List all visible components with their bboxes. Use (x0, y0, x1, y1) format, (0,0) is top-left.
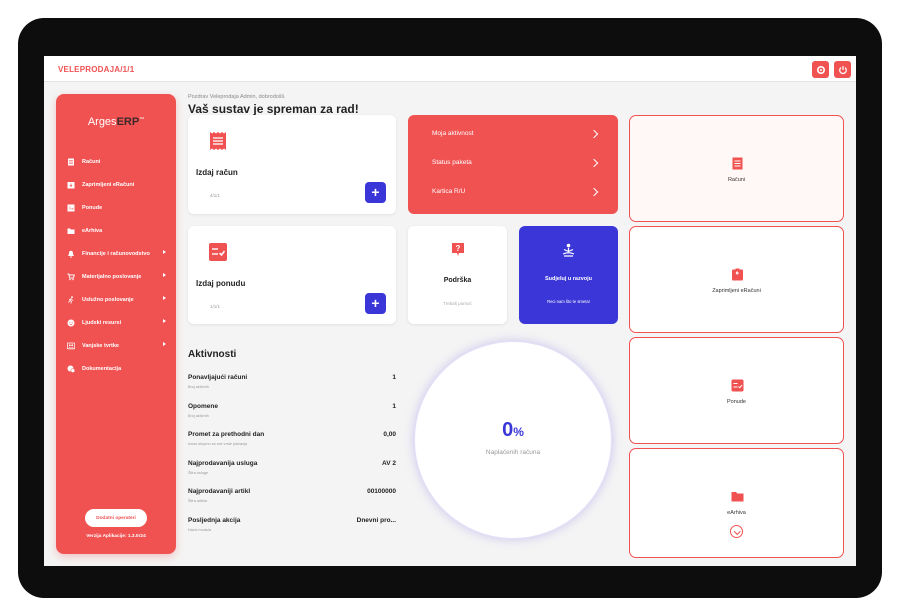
activity-row[interactable]: Opomene Broj aktivnih 1 (188, 403, 396, 418)
sidebar-item-racuni[interactable]: Računi (66, 150, 170, 173)
logout-button[interactable] (834, 61, 851, 78)
people-icon (66, 342, 75, 349)
sidebar-item-usluzno[interactable]: Uslužno poslovanje (66, 288, 170, 311)
cart-icon (67, 273, 75, 280)
chevron-right-icon (163, 342, 166, 346)
top-bar: VELEPRODAJA/1/1 (44, 56, 856, 82)
quick-link-zaprimljeni[interactable]: Zaprimljeni eRačuni (629, 226, 844, 333)
folder-icon (67, 228, 74, 234)
sidebar-nav: Računi Zaprimljeni eRačuni Ponude eArhiv… (66, 150, 170, 380)
account-panel: Moja aktivnost Status paketa Kartica R/U (408, 115, 618, 214)
settings-button[interactable] (812, 61, 829, 78)
support-sub: Trebaš pomoć (443, 301, 472, 306)
breadcrumb[interactable]: VELEPRODAJA/1/1 (58, 65, 135, 74)
account-card-link[interactable]: Kartica R/U (432, 187, 599, 200)
receipt-icon (210, 132, 226, 150)
feedback-sub: Reci nam što te smeta! (547, 299, 590, 304)
quick-link-ponude[interactable]: Ponude (629, 337, 844, 444)
greeting: Pozdrav Veleprodaja Admin, dobrodošli. (188, 94, 286, 100)
add-offer-button[interactable]: + (365, 293, 386, 314)
add-operator-button[interactable]: Dodatni operateri (85, 509, 147, 527)
gauge-label: Naplaćenih računa (485, 449, 541, 456)
chevron-right-icon (589, 158, 599, 168)
checklist-icon (67, 204, 74, 211)
checklist-icon (209, 243, 227, 261)
sidebar-item-materijalno[interactable]: Materijalno poslovanje (66, 265, 170, 288)
inbox-icon (67, 181, 74, 188)
sidebar-item-ponude[interactable]: Ponude (66, 196, 170, 219)
chevron-right-icon (163, 273, 166, 277)
receipt-icon (67, 158, 74, 165)
chat-icon (67, 365, 75, 373)
issue-offer-title: Izdaj ponudu (196, 279, 246, 288)
activities-title: Aktivnosti (188, 349, 237, 360)
quick-link-earhiva[interactable]: eArhiva (629, 448, 844, 558)
sidebar: ArgesERP™ Računi Zaprimljeni eRačuni Pon… (56, 94, 176, 554)
activity-row[interactable]: Ponavljajući računi Broj aktivnih 1 (188, 374, 396, 389)
add-invoice-button[interactable]: + (365, 182, 386, 203)
sidebar-item-earhiva[interactable]: eArhiva (66, 219, 170, 242)
package-status-link[interactable]: Status paketa (432, 158, 599, 171)
chevron-right-icon (163, 250, 166, 254)
chevron-right-icon (163, 296, 166, 300)
offer-number: 1/1/1 (210, 304, 221, 309)
chevron-right-icon (589, 129, 599, 139)
power-icon (838, 65, 847, 74)
help-icon: ? (452, 243, 464, 256)
sidebar-item-ljudski[interactable]: Ljudski resursi (66, 311, 170, 334)
quick-link-racuni[interactable]: Računi (629, 115, 844, 222)
receipt-icon (732, 157, 743, 170)
chevron-right-icon (163, 319, 166, 323)
svg-text:?: ? (456, 244, 461, 253)
app-screen: VELEPRODAJA/1/1 ArgesERP™ Računi Zapriml… (44, 56, 856, 566)
app-version: Verzija Aplikacije: 1.3.0r24 (86, 534, 146, 539)
folder-icon (731, 492, 744, 502)
sidebar-item-vanjske[interactable]: Vanjske tvrtke (66, 334, 170, 357)
support-card[interactable]: ? Podrška Trebaš pomoć (408, 226, 507, 324)
runner-icon (67, 295, 73, 304)
feedback-card[interactable]: Sudjeluj u razvoju Reci nam što te smeta… (519, 226, 618, 324)
invoice-number: 4/1/1 (210, 193, 221, 198)
sidebar-item-dokumentacija[interactable]: Dokumentacija (66, 357, 170, 380)
activity-row[interactable]: Najprodavaniji artikl Šifra artikla 001000… (188, 488, 396, 503)
activity-row[interactable]: Posljednja akcija Naziv modula Dnevni pro.… (188, 517, 396, 532)
checklist-icon (731, 379, 744, 392)
gear-icon (816, 65, 825, 74)
meditation-icon (562, 243, 575, 257)
feedback-title: Sudjeluj u razvoju (544, 276, 593, 282)
issue-invoice-card[interactable]: Izdaj račun 4/1/1 + (188, 115, 396, 214)
issue-invoice-title: Izdaj račun (196, 168, 238, 177)
my-activity-link[interactable]: Moja aktivnost (432, 129, 599, 142)
sidebar-item-zaprimljeni[interactable]: Zaprimljeni eRačuni (66, 173, 170, 196)
sidebar-item-financije[interactable]: Financije i računovodstvo (66, 242, 170, 265)
issue-offer-card[interactable]: Izdaj ponudu 1/1/1 + (188, 226, 396, 324)
page-title: Vaš sustav je spreman za rad! (188, 102, 359, 116)
inbox-icon (732, 268, 743, 281)
support-title: Podrška (443, 277, 472, 284)
gauge-value: 0% (502, 419, 524, 441)
activity-row[interactable]: Promet za prethodni dan Iznos ukupno za s… (188, 431, 396, 446)
scroll-down-button[interactable] (730, 525, 743, 538)
chevron-right-icon (589, 187, 599, 197)
activity-row[interactable]: Najprodavanija usluga Šifra usluge AV 2 (188, 460, 396, 475)
smile-icon (67, 319, 74, 326)
logo: ArgesERP™ (87, 116, 145, 128)
bell-icon (67, 250, 74, 258)
paid-invoices-gauge: 0% Naplaćenih računa (414, 341, 612, 539)
